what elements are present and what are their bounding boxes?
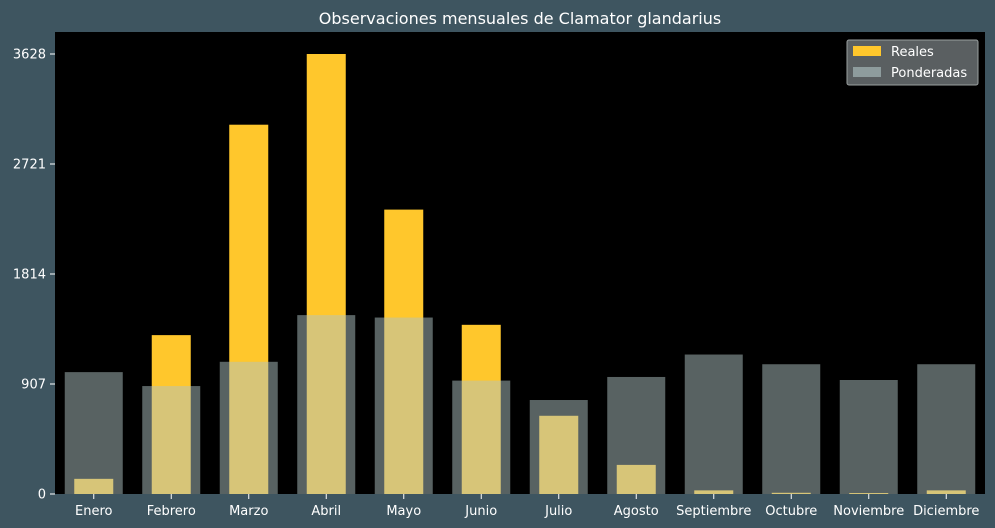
y-tick-label: 1814: [13, 268, 46, 283]
x-tick-label-julio: Julio: [544, 504, 572, 519]
bar-ponderadas-enero: [64, 372, 123, 494]
bar-ponderadas-abril: [297, 315, 356, 494]
x-tick-label-enero: Enero: [75, 504, 113, 519]
x-tick-label-octubre: Octubre: [765, 504, 817, 519]
bar-ponderadas-diciembre: [917, 364, 976, 494]
x-tick-label-diciembre: Diciembre: [913, 504, 979, 519]
legend-label-ponderadas: Ponderadas: [891, 66, 967, 81]
x-tick-label-junio: Junio: [464, 504, 497, 519]
bar-ponderadas-febrero: [142, 386, 201, 494]
legend: Reales Ponderadas: [846, 39, 979, 86]
bar-ponderadas-noviembre: [839, 379, 898, 494]
chart-title: Observaciones mensuales de Clamator glan…: [319, 9, 721, 28]
y-tick-label: 0: [38, 488, 46, 503]
x-tick-label-mayo: Mayo: [386, 504, 421, 519]
bar-ponderadas-agosto: [607, 376, 666, 494]
bar-ponderadas-julio: [529, 400, 588, 494]
bar-ponderadas-septiembre: [684, 354, 743, 494]
plot-area: [55, 32, 985, 494]
series-ponderadas: [64, 315, 976, 494]
y-tick-label: 2721: [13, 158, 46, 173]
y-tick-label: 907: [21, 378, 46, 393]
y-tick-label: 3628: [13, 48, 46, 63]
x-tick-label-febrero: Febrero: [147, 504, 196, 519]
x-axis: Enero Febrero Marzo Abril Mayo Junio Julio Agos…: [75, 494, 979, 519]
bar-ponderadas-mayo: [374, 317, 433, 494]
bar-ponderadas-octubre: [762, 364, 821, 494]
legend-label-reales: Reales: [891, 45, 934, 60]
x-tick-label-noviembre: Noviembre: [833, 504, 904, 519]
bar-ponderadas-marzo: [219, 361, 278, 494]
bar-ponderadas-junio: [452, 380, 511, 494]
x-tick-label-abril: Abril: [311, 504, 341, 519]
x-tick-label-septiembre: Septiembre: [676, 504, 751, 519]
y-axis: 0 907 1814 2721 3628: [13, 48, 55, 503]
legend-swatch-ponderadas: [853, 67, 881, 77]
x-tick-label-marzo: Marzo: [229, 504, 268, 519]
legend-swatch-reales: [853, 46, 881, 56]
x-tick-label-agosto: Agosto: [614, 504, 659, 519]
